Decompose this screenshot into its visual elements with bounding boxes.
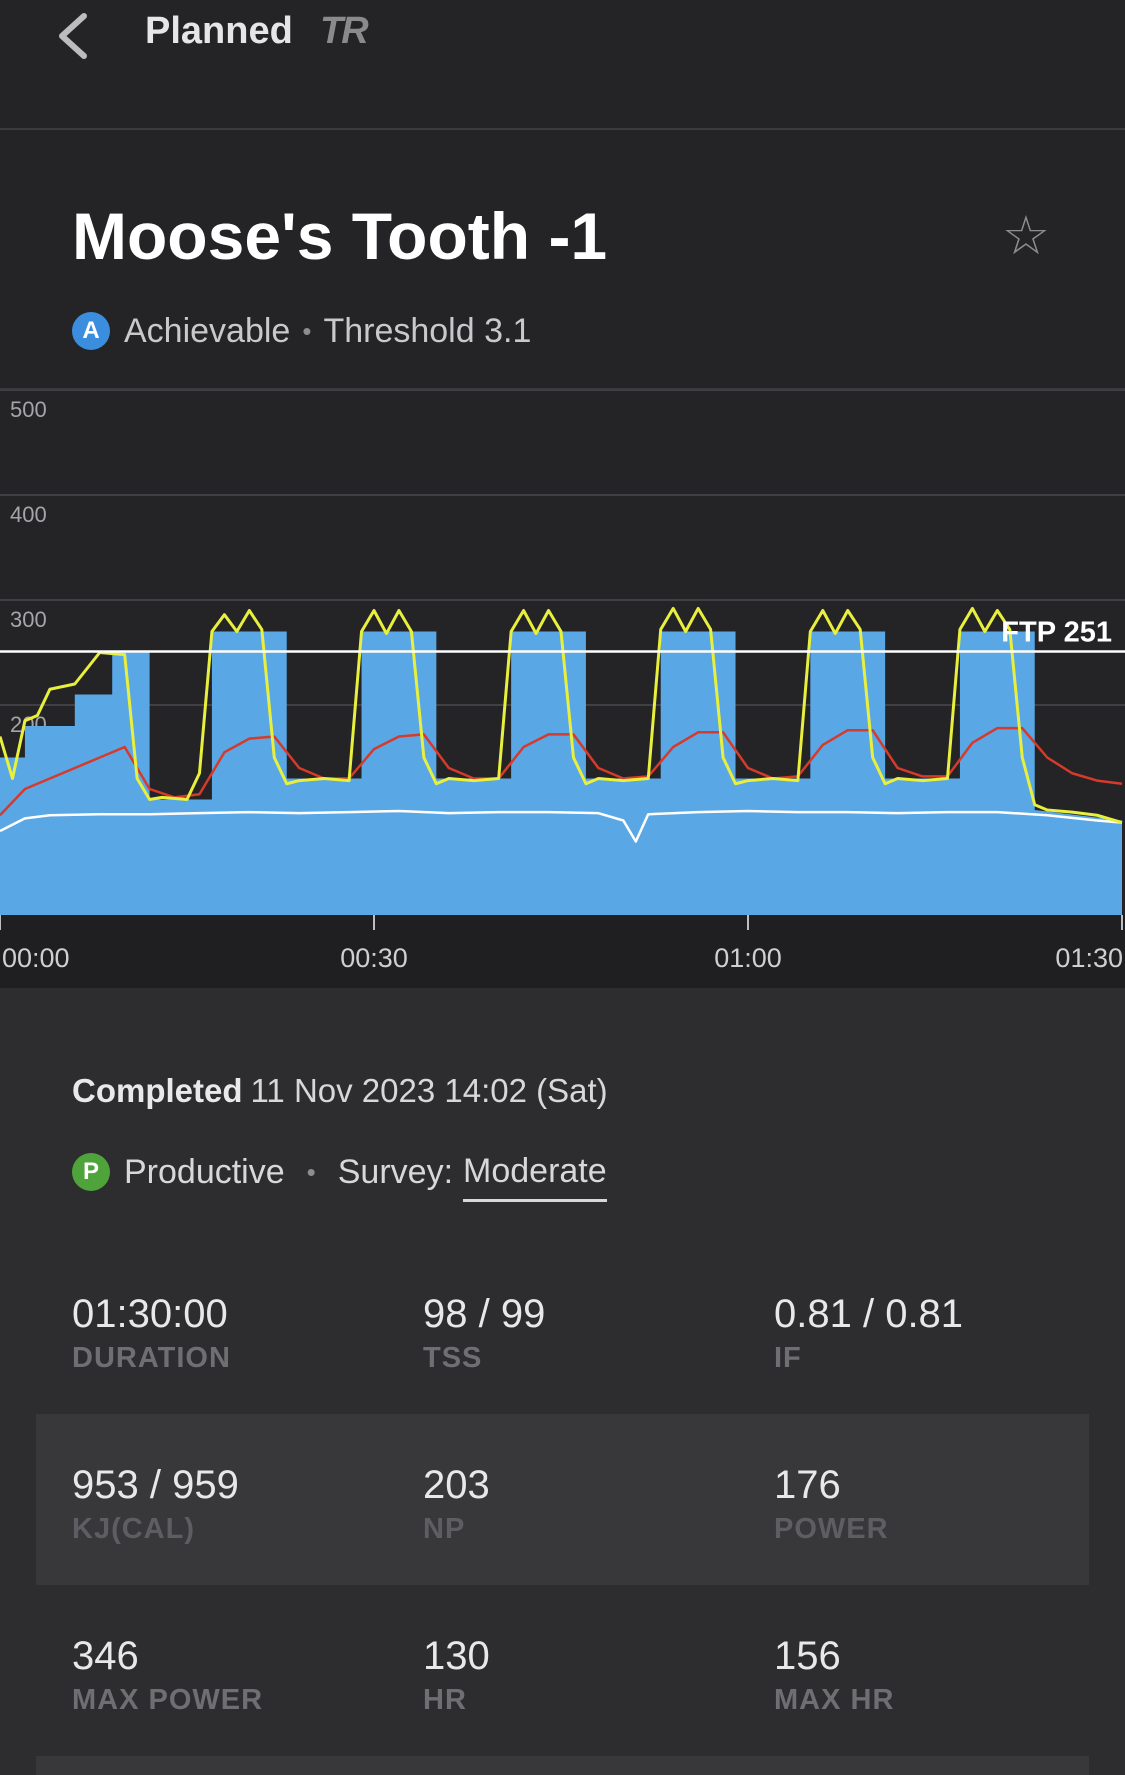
survey-label: Survey: <box>337 1152 454 1191</box>
separator-dot: • <box>306 1156 316 1187</box>
survey-value-link[interactable]: Moderate <box>463 1152 607 1202</box>
top-navigation-bar: Planned TR <box>0 0 1125 130</box>
heart-rate-line <box>0 726 1123 817</box>
chevron-left-icon <box>59 13 87 59</box>
workout-header: Moose's Tooth -1 ☆ A Achievable • Thresh… <box>0 130 1125 390</box>
back-button[interactable] <box>48 6 108 66</box>
separator-dot: • <box>302 315 312 346</box>
zone-label: Threshold 3.1 <box>323 311 532 350</box>
power-line <box>0 606 1123 825</box>
stat-label: IF <box>774 1342 802 1374</box>
stat-label: HR <box>423 1684 467 1716</box>
completion-info: Completed 11 Nov 2023 14:02 (Sat) <box>72 1072 608 1110</box>
stat-value: 346 <box>72 1634 139 1678</box>
x-tick-label: 01:00 <box>714 943 782 973</box>
stat-value: 156 <box>774 1634 841 1678</box>
stat-value: 01:30:00 <box>72 1292 228 1336</box>
stat-np: 203 NP <box>423 1463 753 1546</box>
y-tick-label: 500 <box>10 397 47 422</box>
cadence-line <box>0 809 1123 843</box>
stats-row: 953 / 959 KJ(CAL) 203 NP 176 POWER <box>36 1414 1089 1585</box>
ftp-label: FTP 251 <box>1001 616 1112 648</box>
stats-row: 346 MAX POWER 130 HR 156 MAX HR <box>36 1585 1089 1756</box>
workout-meta: A Achievable • Threshold 3.1 <box>72 310 531 352</box>
stat-value: 130 <box>423 1634 490 1678</box>
stat-value: 176 <box>774 1463 841 1507</box>
stats-row-partial <box>36 1756 1089 1775</box>
stat-max-hr: 156 MAX HR <box>774 1634 1104 1717</box>
workout-chart[interactable]: 200 300 400 500 FTP 251 00:00 00:30 01:00 01:30 <box>0 389 1125 988</box>
x-axis-band <box>0 915 1125 988</box>
stat-hr: 130 HR <box>423 1634 753 1717</box>
stat-label: NP <box>423 1513 466 1545</box>
result-label: Productive <box>124 1152 285 1191</box>
stat-value: 953 / 959 <box>72 1463 239 1507</box>
y-tick-label: 400 <box>10 502 47 527</box>
divider <box>0 388 1125 390</box>
stat-value: 203 <box>423 1463 490 1507</box>
x-tick-label: 01:30 <box>1055 943 1123 973</box>
stat-value: 0.81 / 0.81 <box>774 1292 964 1336</box>
achievable-badge: A <box>72 312 110 350</box>
stat-tss: 98 / 99 TSS <box>423 1292 753 1375</box>
stat-max-power: 346 MAX POWER <box>72 1634 402 1717</box>
difficulty-label: Achievable <box>124 311 291 350</box>
favorite-star-icon[interactable]: ☆ <box>1001 206 1051 266</box>
brand-logo: TR <box>320 10 369 52</box>
nav-title: Planned <box>145 10 293 52</box>
productive-badge: P <box>72 1153 110 1191</box>
x-tick-label: 00:00 <box>2 943 70 973</box>
workout-title: Moose's Tooth -1 <box>72 199 608 273</box>
stat-label: MAX POWER <box>72 1684 264 1716</box>
stat-label: TSS <box>423 1342 483 1374</box>
stat-label: KJ(CAL) <box>72 1513 195 1545</box>
stat-kj: 953 / 959 KJ(CAL) <box>72 1463 402 1546</box>
stat-duration: 01:30:00 DURATION <box>72 1292 402 1375</box>
completed-datetime: 11 Nov 2023 14:02 (Sat) <box>250 1072 608 1109</box>
y-tick-label: 300 <box>10 607 47 632</box>
stat-power: 176 POWER <box>774 1463 1104 1546</box>
x-tick-label: 00:30 <box>340 943 408 973</box>
completed-label: Completed <box>72 1072 243 1109</box>
stats-row: 01:30:00 DURATION 98 / 99 TSS 0.81 / 0.8… <box>36 1243 1089 1414</box>
stats-grid: 01:30:00 DURATION 98 / 99 TSS 0.81 / 0.8… <box>36 1243 1089 1756</box>
stat-if: 0.81 / 0.81 IF <box>774 1292 1104 1375</box>
stat-value: 98 / 99 <box>423 1292 546 1336</box>
stat-label: DURATION <box>72 1342 231 1374</box>
target-power-area <box>0 631 1122 915</box>
stat-label: POWER <box>774 1513 889 1545</box>
completion-status: P Productive • Survey: Moderate <box>72 1150 607 1202</box>
stat-label: MAX HR <box>774 1684 895 1716</box>
